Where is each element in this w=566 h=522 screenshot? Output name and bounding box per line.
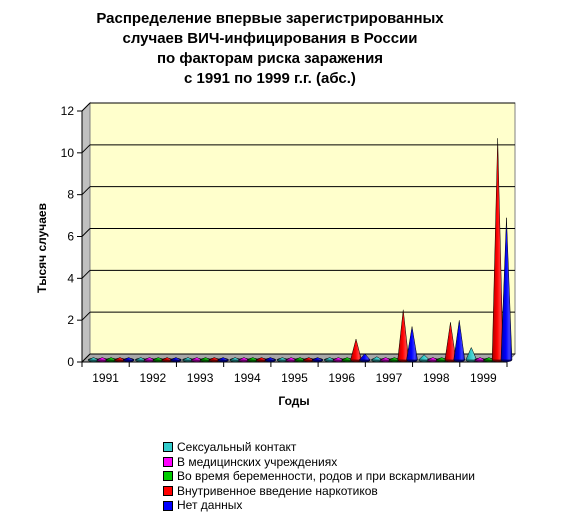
x-axis-title: Годы bbox=[278, 394, 309, 408]
cone-В медицинских учреждениях bbox=[380, 357, 392, 361]
x-tick-label: 1998 bbox=[423, 371, 450, 385]
cone-Сексуальный контакт bbox=[417, 354, 431, 361]
legend-label: Во время беременности, родов и при вскар… bbox=[177, 469, 476, 484]
cone-Нет данных bbox=[123, 357, 135, 361]
cone-Сексуальный контакт bbox=[465, 346, 478, 361]
legend-item: Нет данных bbox=[163, 498, 475, 513]
cone-Нет данных bbox=[406, 326, 418, 361]
cone-Нет данных bbox=[453, 320, 466, 361]
y-tick-label: 6 bbox=[67, 230, 74, 244]
cone-Во время беременности, родов и при вскармливании bbox=[388, 357, 401, 361]
cone-Во время беременности, родов и при вскармливании bbox=[341, 357, 353, 361]
cone-Сексуальный контакт bbox=[276, 357, 288, 361]
cone-Сексуальный контакт bbox=[135, 357, 147, 361]
cone-Внутривенное введение наркотиков bbox=[303, 357, 315, 361]
cone-Внутривенное введение наркотиков bbox=[208, 357, 220, 361]
cone-В медицинских учреждениях bbox=[238, 357, 250, 361]
legend-swatch bbox=[163, 442, 173, 453]
legend-swatch bbox=[163, 500, 173, 511]
legend-item: В медицинских учреждениях bbox=[163, 455, 475, 470]
legend-label: Сексуальный контакт bbox=[177, 440, 297, 454]
cone-Внутривенное введение наркотиков bbox=[161, 357, 173, 361]
chart-title-line: случаев ВИЧ-инфицирования в России bbox=[122, 30, 418, 47]
cone-Сексуальный контакт bbox=[229, 357, 241, 361]
cone-Сексуальный контакт bbox=[324, 357, 336, 361]
cone-В медицинских учреждениях bbox=[332, 357, 345, 361]
cone-Нет данных bbox=[311, 357, 324, 361]
x-tick-label: 1996 bbox=[328, 371, 355, 385]
x-tick-label: 1992 bbox=[139, 371, 166, 385]
cone-Во время беременности, родов и при вскармливании bbox=[105, 357, 117, 361]
x-tick-label: 1997 bbox=[376, 371, 403, 385]
cone-Внутривенное введение наркотиков bbox=[114, 357, 126, 361]
gridline-side bbox=[81, 311, 91, 321]
cone-В медицинских учреждениях bbox=[474, 357, 486, 361]
y-tick-label: 4 bbox=[67, 271, 74, 285]
legend-label: Внутривенное введение наркотиков bbox=[177, 483, 378, 498]
chart-title-line: Распределение впервые зарегистрированных bbox=[96, 10, 444, 27]
y-tick-label: 10 bbox=[61, 146, 75, 160]
cone-Во время беременности, родов и при вскармливании bbox=[247, 357, 259, 361]
x-tick-label: 1995 bbox=[281, 371, 308, 385]
cone-Во время беременности, родов и при вскармливании bbox=[199, 357, 212, 361]
gridline-side bbox=[81, 186, 91, 196]
cone-Во время беременности, родов и при вскармливании bbox=[483, 357, 495, 361]
chart-title-line: с 1991 по 1999 г.г. (абс.) bbox=[184, 70, 356, 87]
cone-Во время беременности, родов и при вскармливании bbox=[294, 357, 306, 361]
cone-Сексуальный контакт bbox=[182, 357, 194, 361]
x-tick-label: 1999 bbox=[470, 371, 497, 385]
cone-Нет данных bbox=[217, 357, 229, 361]
x-tick-label: 1993 bbox=[187, 371, 214, 385]
y-tick-label: 0 bbox=[67, 355, 74, 369]
cone-В медицинских учреждениях bbox=[143, 357, 156, 361]
legend-swatch bbox=[163, 471, 173, 482]
legend-swatch bbox=[163, 456, 173, 467]
chart-title: Распределение впервые зарегистрированных… bbox=[40, 9, 500, 89]
cone-Внутривенное введение наркотиков bbox=[491, 138, 504, 361]
cone-В медицинских учреждениях bbox=[191, 357, 203, 361]
legend-item: Во время беременности, родов и при вскар… bbox=[163, 469, 475, 484]
gridline-side bbox=[81, 144, 91, 154]
legend-item: Сексуальный контакт bbox=[163, 440, 475, 455]
legend-swatch bbox=[163, 486, 173, 497]
cone-Нет данных bbox=[358, 353, 371, 361]
y-tick-label: 8 bbox=[67, 188, 74, 202]
chart-legend: Сексуальный контакт В медицинских учрежде… bbox=[163, 440, 475, 513]
cone-В медицинских учреждениях bbox=[96, 357, 108, 361]
chart-title-line: по факторам риска заражения bbox=[156, 50, 384, 67]
cone-Сексуальный контакт bbox=[370, 356, 384, 361]
y-tick-label: 2 bbox=[67, 313, 74, 327]
cone-Внутривенное введение наркотиков bbox=[444, 322, 457, 361]
cone-В медицинских учреждениях bbox=[427, 357, 439, 361]
cone-Внутривенное введение наркотиков bbox=[255, 357, 268, 361]
gridline-side bbox=[81, 102, 91, 112]
cone-Нет данных bbox=[170, 357, 182, 361]
x-tick-label: 1991 bbox=[92, 371, 119, 385]
x-tick-label: 1994 bbox=[234, 371, 261, 385]
cone-Во время беременности, родов и при вскармливании bbox=[436, 357, 448, 361]
legend-item: Внутривенное введение наркотиков bbox=[163, 484, 475, 499]
gridline-side bbox=[81, 269, 91, 279]
cone-Внутривенное введение наркотиков bbox=[350, 338, 362, 361]
cone-В медицинских учреждениях bbox=[285, 357, 297, 361]
cone-Нет данных bbox=[264, 357, 276, 361]
legend-label: Нет данных bbox=[177, 498, 243, 513]
legend-label: В медицинских учреждениях bbox=[177, 454, 338, 469]
cone-Нет данных bbox=[500, 217, 513, 361]
cone-Сексуальный контакт bbox=[87, 357, 100, 361]
gridline-side bbox=[81, 228, 91, 237]
gridline-side bbox=[81, 353, 91, 363]
y-axis-title: Тысяч случаев bbox=[35, 203, 49, 293]
cone-Во время беременности, родов и при вскармливании bbox=[152, 357, 164, 361]
y-tick-label: 12 bbox=[61, 104, 75, 118]
cone-Внутривенное введение наркотиков bbox=[397, 309, 410, 361]
